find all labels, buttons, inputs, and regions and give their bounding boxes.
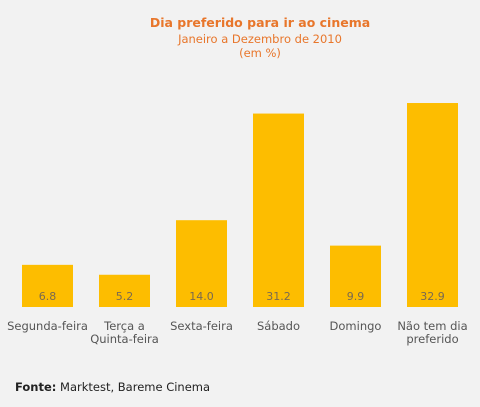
bar-1	[99, 274, 150, 307]
category-label-3-0: Sábado	[257, 319, 300, 333]
category-label-4-0: Domingo	[330, 319, 382, 333]
bar-value-label-5: 32.9	[420, 290, 445, 303]
bar-5	[407, 103, 458, 308]
category-label-2-0: Sexta-feira	[170, 319, 233, 333]
bar-4	[330, 245, 381, 307]
bar-value-label-0: 6.8	[39, 290, 57, 303]
category-label-1-1: Quinta-feira	[90, 332, 159, 346]
source-note: Fonte: Marktest, Bareme Cinema	[15, 380, 210, 394]
bar-value-label-3: 31.2	[266, 290, 291, 303]
category-label-5-0: Não tem dia	[397, 319, 467, 333]
bar-2	[176, 220, 227, 307]
bar-value-label-4: 9.9	[347, 290, 365, 303]
chart-subtitle-line-1: Janeiro a Dezembro de 2010	[177, 32, 342, 46]
bar-value-label-2: 14.0	[189, 290, 214, 303]
bar-3	[253, 113, 304, 307]
source-text: Marktest, Bareme Cinema	[56, 380, 211, 394]
category-label-0-0: Segunda-feira	[7, 319, 88, 333]
source-label: Fonte:	[15, 380, 57, 394]
bar-0	[22, 264, 73, 307]
bar-value-label-1: 5.2	[116, 290, 134, 303]
chart-subtitle-line-2: (em %)	[239, 46, 281, 60]
bar-chart: Dia preferido para ir ao cinema Janeiro …	[7, 15, 468, 346]
category-label-1-0: Terça a	[103, 319, 145, 333]
category-label-5-1: preferido	[406, 332, 458, 346]
chart-title: Dia preferido para ir ao cinema	[150, 15, 370, 30]
